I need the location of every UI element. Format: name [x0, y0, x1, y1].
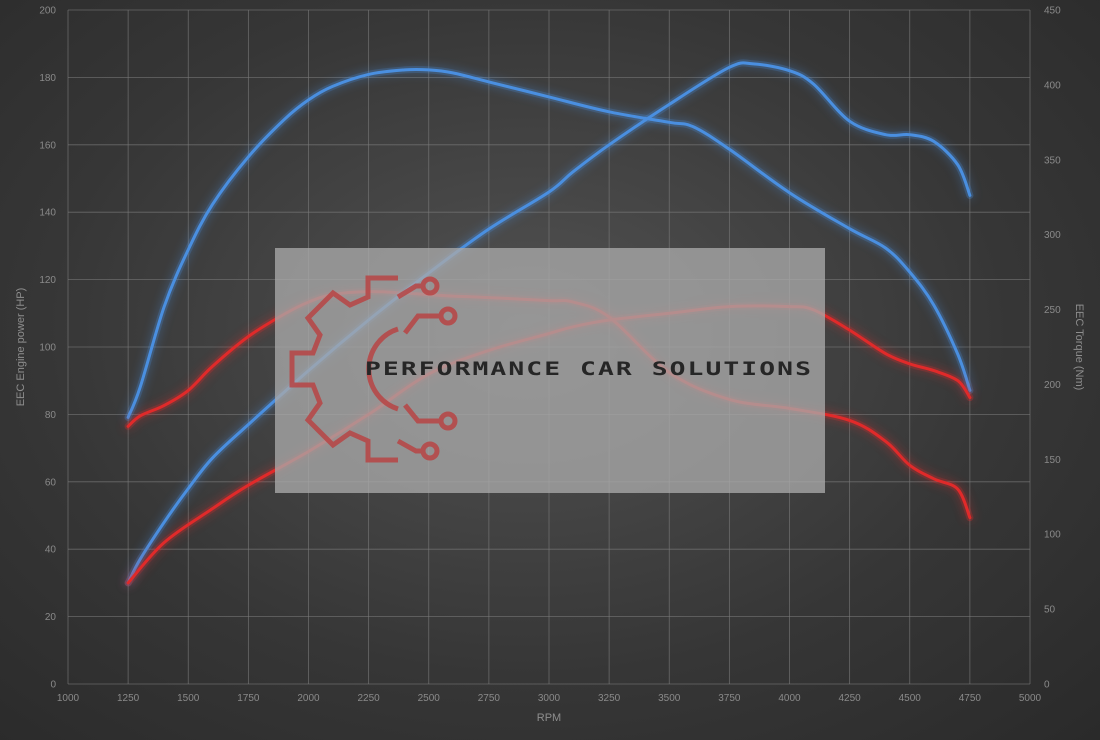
x-axis-title: RPM [537, 712, 561, 724]
left-tick-label: 100 [39, 343, 56, 354]
x-tick-label: 3750 [718, 693, 741, 704]
right-axis-title: EEC Torque (Nm) [1073, 304, 1085, 391]
left-tick-label: 180 [39, 73, 56, 84]
gear-circuit-icon [289, 275, 458, 463]
left-tick-label: 120 [39, 275, 56, 286]
x-tick-label: 4750 [959, 693, 982, 704]
x-tick-label: 1250 [117, 693, 140, 704]
brand-name: PERFORMANCE CAR SOLUTIONS [365, 358, 813, 380]
x-tick-label: 4250 [839, 693, 862, 704]
x-tick-label: 1000 [57, 693, 80, 704]
left-tick-label: 0 [50, 680, 56, 691]
left-tick-label: 20 [45, 612, 57, 623]
tuned-power-line [126, 61, 972, 585]
right-tick-label: 50 [1044, 605, 1056, 616]
x-tick-label: 1750 [237, 693, 260, 704]
x-tick-label: 1500 [177, 693, 200, 704]
x-tick-label: 2500 [418, 693, 441, 704]
x-tick-label: 3000 [538, 693, 561, 704]
x-tick-label: 4500 [899, 693, 922, 704]
x-tick-label: 2000 [297, 693, 320, 704]
right-tick-label: 250 [1044, 305, 1061, 316]
left-axis-title: EEC Engine power (HP) [15, 288, 27, 407]
x-tick-label: 2750 [478, 693, 501, 704]
x-tick-label: 5000 [1019, 693, 1042, 704]
right-tick-label: 0 [1044, 680, 1050, 691]
left-tick-label: 60 [45, 477, 57, 488]
tuned-torque-line [126, 67, 972, 419]
right-tick-label: 150 [1044, 455, 1061, 466]
left-tick-label: 80 [45, 410, 57, 421]
left-tick-label: 200 [39, 6, 56, 17]
right-tick-label: 100 [1044, 530, 1061, 541]
right-tick-label: 300 [1044, 230, 1061, 241]
axis-ticks: 1000 1250 1500 1750 2000 2250 2500 2750 3000 3250… [39, 6, 1061, 705]
series [124, 59, 974, 587]
left-tick-label: 40 [45, 545, 57, 556]
x-tick-label: 3500 [658, 693, 681, 704]
x-tick-label: 3250 [598, 693, 621, 704]
right-tick-label: 400 [1044, 80, 1061, 91]
right-tick-label: 350 [1044, 155, 1061, 166]
left-tick-label: 160 [39, 140, 56, 151]
watermark: PERFORMANCE CAR SOLUTIONS [275, 248, 825, 493]
right-tick-label: 450 [1044, 6, 1061, 17]
x-tick-label: 2250 [358, 693, 381, 704]
left-tick-label: 140 [39, 208, 56, 219]
right-tick-label: 200 [1044, 380, 1061, 391]
x-tick-label: 4000 [778, 693, 801, 704]
